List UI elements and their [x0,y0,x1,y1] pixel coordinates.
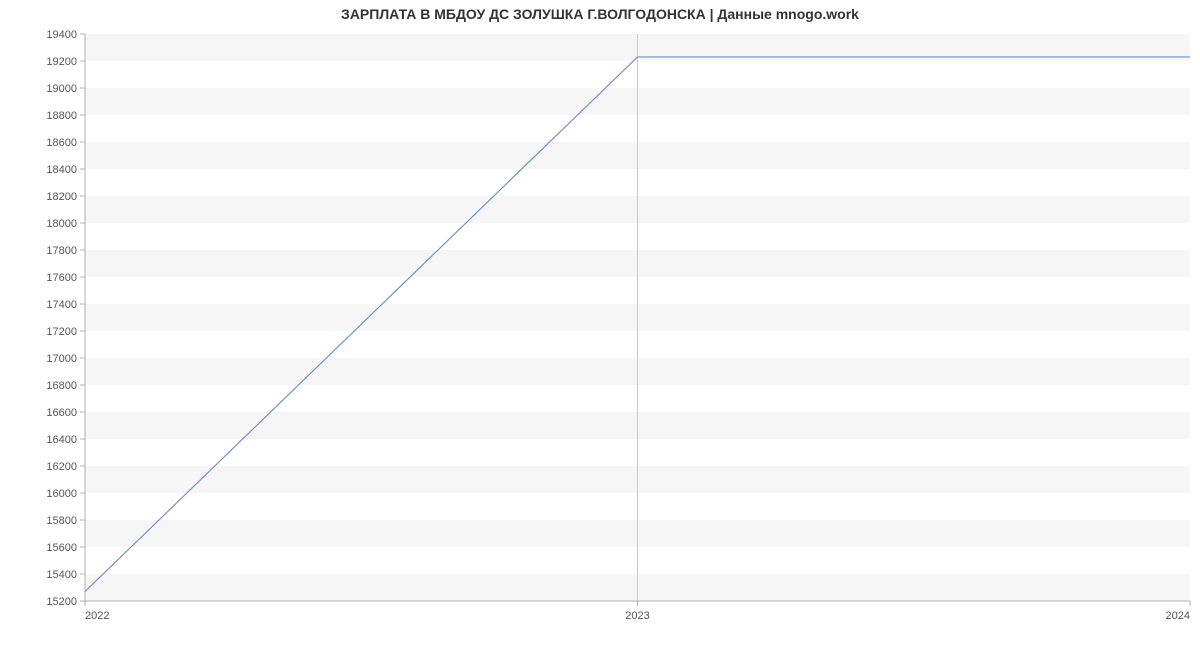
y-tick-label: 16400 [46,434,77,446]
y-tick-label: 17000 [46,353,77,365]
y-tick-label: 16600 [46,407,77,419]
y-tick-label: 16200 [46,461,77,473]
chart-title: ЗАРПЛАТА В МБДОУ ДС ЗОЛУШКА Г.ВОЛГОДОНСК… [0,0,1200,22]
y-tick-label: 19200 [46,56,77,68]
y-tick-label: 17200 [46,326,77,338]
y-tick-label: 19000 [46,83,77,95]
y-tick-label: 15200 [46,596,77,608]
line-chart: 15200 15400 15600 15800 16000 16200 16400 16600… [0,22,1200,646]
y-tick-label: 15800 [46,515,77,527]
x-tick-label: 2022 [85,610,109,622]
x-tick-label: 2024 [1166,610,1190,622]
y-tick-label: 17400 [46,299,77,311]
x-tick-label: 2023 [625,610,649,622]
y-tick-label: 18400 [46,164,77,176]
y-tick-label: 18200 [46,191,77,203]
chart-area: 15200 15400 15600 15800 16000 16200 16400 16600… [0,22,1200,646]
y-tick-label: 16000 [46,488,77,500]
y-tick-label: 18000 [46,218,77,230]
y-tick-label: 17800 [46,245,77,257]
y-tick-label: 19400 [46,29,77,41]
y-tick-label: 18800 [46,110,77,122]
y-tick-label: 16800 [46,380,77,392]
y-tick-label: 18600 [46,137,77,149]
y-tick-label: 15600 [46,542,77,554]
y-tick-label: 15400 [46,569,77,581]
y-tick-label: 17600 [46,272,77,284]
